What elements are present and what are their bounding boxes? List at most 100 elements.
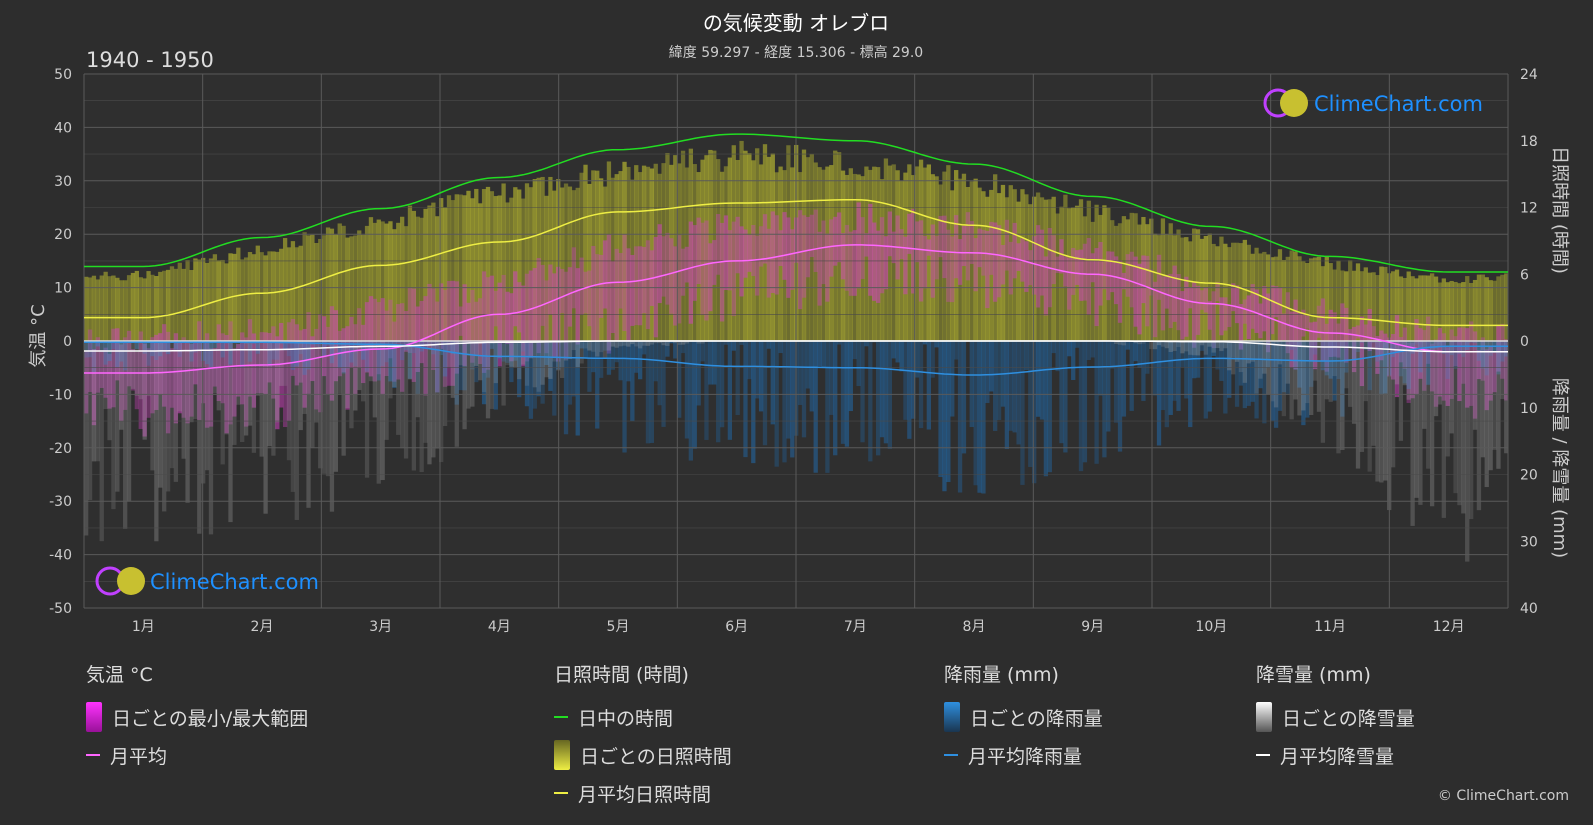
sunshine-bar: [528, 187, 534, 341]
temperature-range-bar: [985, 230, 990, 309]
snow-bar: [368, 341, 374, 382]
snow-bar: [318, 341, 323, 469]
snow-bar: [587, 341, 592, 351]
rain-bar: [337, 341, 342, 368]
snow-bar: [411, 341, 417, 471]
temperature-range-bar: [872, 222, 877, 301]
rain-bar: [996, 341, 1002, 420]
logo-top[interactable]: ClimeChart.com: [1263, 88, 1483, 118]
temperature-range-bar: [801, 215, 807, 298]
temperature-range-bar: [1152, 281, 1158, 338]
sunshine-bar: [1098, 214, 1103, 341]
sunshine-bar: [439, 198, 444, 341]
rain-bar: [1476, 341, 1482, 361]
sunshine-bar: [860, 176, 865, 341]
snow-bar: [540, 341, 545, 385]
rain-bar: [758, 341, 764, 412]
range-swatch-icon: [944, 702, 960, 732]
temperature-range-bar: [540, 264, 545, 326]
legend-snow-mean: 月平均降雪量: [1256, 736, 1415, 774]
rain-bar: [1231, 341, 1236, 358]
snow-bar: [306, 341, 311, 508]
rain-bar: [739, 341, 744, 345]
snow-bar: [240, 341, 245, 443]
snow-bar: [1348, 341, 1353, 407]
snow-bar: [197, 341, 202, 534]
logo-bottom[interactable]: ClimeChart.com: [95, 566, 319, 596]
rain-bar: [1301, 341, 1306, 426]
sunshine-bar: [1398, 276, 1404, 341]
snow-bar: [1164, 341, 1169, 349]
snow-bar: [1172, 341, 1177, 352]
temperature-range-bar: [1426, 316, 1431, 364]
rain-bar: [1133, 341, 1138, 362]
temperature-range-bar: [1125, 254, 1130, 297]
sunshine-bar: [536, 177, 541, 341]
rain-bar: [1351, 341, 1357, 361]
rain-bar: [1223, 341, 1228, 414]
sunshine-bar: [684, 167, 690, 341]
temperature-range-bar: [1418, 328, 1423, 379]
rain-bar: [1234, 341, 1240, 407]
temperature-range-bar: [1422, 330, 1427, 391]
rain-bar: [536, 341, 541, 397]
sunshine-bar: [1231, 242, 1236, 341]
rain-bar: [946, 341, 951, 483]
sunshine-bar: [321, 235, 327, 341]
sunshine-bar: [844, 174, 850, 341]
sunshine-bar: [130, 272, 136, 341]
snow-bar: [598, 341, 604, 353]
sunshine-bar: [813, 162, 818, 341]
sunshine-bar: [1277, 249, 1283, 341]
temperature-range-bar: [181, 337, 186, 418]
sunshine-bar: [1289, 250, 1294, 341]
snow-bar: [677, 341, 682, 345]
temperature-range-bar: [119, 344, 124, 422]
snow-bar: [1231, 341, 1236, 375]
sunshine-bar: [1484, 277, 1489, 341]
sunshine-bar: [1461, 282, 1466, 341]
sunshine-bar: [84, 276, 89, 341]
period-label: 1940 - 1950: [86, 48, 214, 72]
temperature-range-bar: [158, 333, 163, 395]
snow-bar: [626, 341, 631, 347]
temperature-range-bar: [1234, 285, 1240, 324]
snow-bar: [1199, 341, 1205, 346]
rain-bar: [481, 341, 487, 405]
temperature-range-bar: [403, 311, 409, 352]
rain-bar: [282, 341, 288, 351]
rain-bar: [368, 341, 374, 350]
sunshine-bar: [1383, 266, 1388, 341]
temperature-range-bar: [1406, 342, 1411, 403]
legend-label: 月平均日照時間: [578, 783, 712, 806]
legend-snow: 降雪量 (mm) 日ごとの降雪量 月平均降雪量: [1256, 660, 1415, 774]
temperature-range-bar: [914, 221, 920, 263]
rain-bar: [1024, 341, 1029, 371]
temperature-range-bar: [1071, 247, 1076, 295]
rain-bar: [1129, 341, 1134, 411]
sunshine-bar: [1219, 236, 1224, 341]
snow-bar: [1168, 341, 1173, 353]
line-swatch-icon: [944, 754, 958, 756]
snow-bar: [1359, 341, 1365, 452]
temperature-range-bar: [743, 229, 748, 278]
snow-bar: [1410, 341, 1415, 526]
rain-bar: [99, 341, 104, 353]
temperature-range-bar: [1289, 311, 1294, 368]
rain-bar: [696, 341, 701, 406]
rain-bar: [868, 341, 873, 462]
sunshine-bar: [591, 170, 596, 341]
snow-bar: [111, 341, 116, 510]
sunshine-bar: [1117, 223, 1123, 341]
sunshine-bar: [755, 148, 760, 341]
rain-bar: [1453, 341, 1458, 369]
snow-bar: [1242, 341, 1248, 383]
rain-bar: [1117, 341, 1123, 452]
rain-bar: [634, 341, 639, 373]
snow-bar: [1461, 341, 1466, 514]
rain-bar: [1028, 341, 1033, 467]
rain-bar: [665, 341, 670, 357]
temperature-range-bar: [95, 337, 101, 393]
temperature-range-bar: [731, 221, 736, 316]
sunshine-bar: [91, 275, 97, 341]
